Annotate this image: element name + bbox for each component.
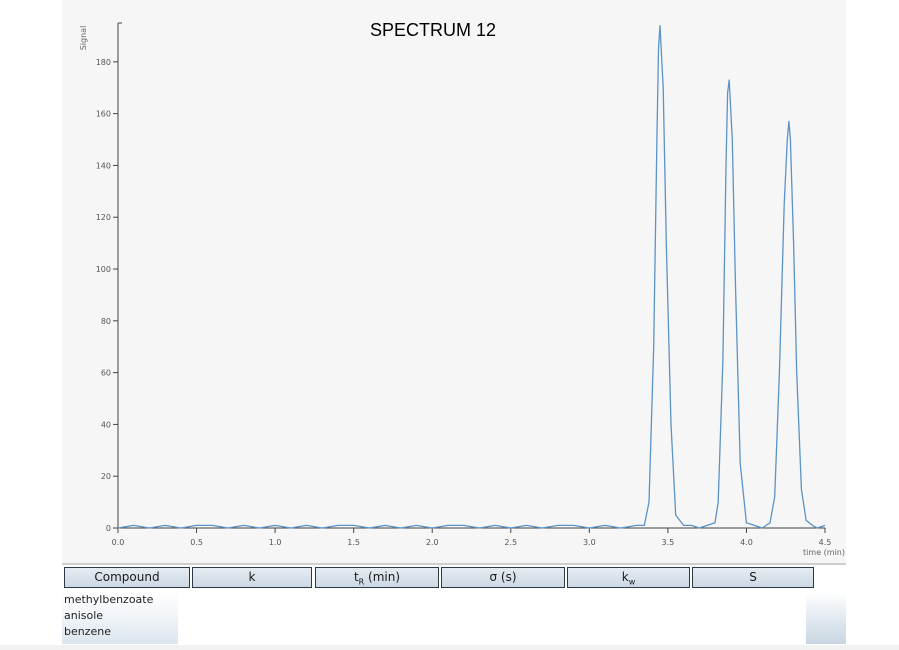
column-header-k-label: k	[248, 570, 256, 584]
x-tick-label-4: 4.0	[740, 538, 753, 547]
y-tick-label-20: 20	[101, 472, 111, 481]
column-header-retention-time[interactable]: tR (min)	[315, 567, 439, 588]
x-axis-label: time (min)	[803, 548, 845, 557]
y-axis-label: Signal	[79, 26, 88, 51]
series-line-0	[117, 24, 826, 529]
x-tick-label-0.5: 0.5	[190, 538, 203, 547]
y-tick-label-140: 140	[96, 161, 111, 170]
x-tick-label-2.5: 2.5	[504, 538, 517, 547]
column-header-compound[interactable]: Compound	[64, 567, 190, 588]
y-tick-label-80: 80	[101, 317, 111, 326]
x-tick-label-4.5: 4.5	[819, 538, 832, 547]
compound-item-anisole[interactable]: anisole	[64, 609, 104, 622]
compound-item-benzene[interactable]: benzene	[64, 625, 112, 638]
results-table-header: Compound k tR (min) σ (s) kw S	[62, 566, 822, 590]
column-header-sigma[interactable]: σ (s)	[441, 567, 565, 588]
column-header-sigma-label: σ (s)	[489, 570, 517, 584]
chromatogram-chart: 0 20 40 60 80 100 120 140 160 180 Signal 0.0 0.5 1.0 1…	[79, 22, 845, 557]
column-header-k[interactable]: k	[192, 567, 312, 588]
y-tick-label-0: 0	[106, 524, 111, 533]
compound-item-methylbenzoate[interactable]: methylbenzoate	[64, 593, 154, 606]
chart-panel	[62, 0, 846, 563]
y-tick-label-120: 120	[96, 213, 111, 222]
x-tick-label-3.5: 3.5	[662, 538, 675, 547]
y-tick-label-100: 100	[96, 265, 111, 274]
bottom-strip	[0, 645, 899, 650]
y-tick-label-60: 60	[101, 369, 111, 378]
compound-list: methylbenzoate anisole benzene	[62, 592, 178, 644]
side-panel-tab[interactable]	[806, 592, 846, 644]
chart-title: SPECTRUM 12	[369, 20, 497, 40]
y-tick-label-180: 180	[96, 58, 111, 67]
column-header-kw-label: k	[621, 570, 629, 584]
column-header-tr-unit: (min)	[364, 570, 401, 584]
column-header-s[interactable]: S	[692, 567, 814, 588]
column-header-s-label: S	[749, 570, 757, 584]
x-tick-label-2: 2.0	[426, 538, 439, 547]
x-tick-label-3: 3.0	[583, 538, 596, 547]
column-header-tr-label: t	[353, 570, 359, 584]
panel-divider	[62, 563, 846, 565]
y-tick-label-40: 40	[101, 420, 111, 429]
column-header-tr-subscript: R	[358, 577, 365, 587]
y-tick-label-160: 160	[96, 110, 111, 119]
column-header-kw[interactable]: kw	[567, 567, 690, 588]
column-header-kw-subscript: w	[628, 577, 636, 587]
column-header-compound-label: Compound	[94, 570, 160, 584]
x-tick-label-1.5: 1.5	[347, 538, 360, 547]
x-tick-label-0: 0.0	[112, 538, 125, 547]
x-tick-label-1: 1.0	[269, 538, 282, 547]
